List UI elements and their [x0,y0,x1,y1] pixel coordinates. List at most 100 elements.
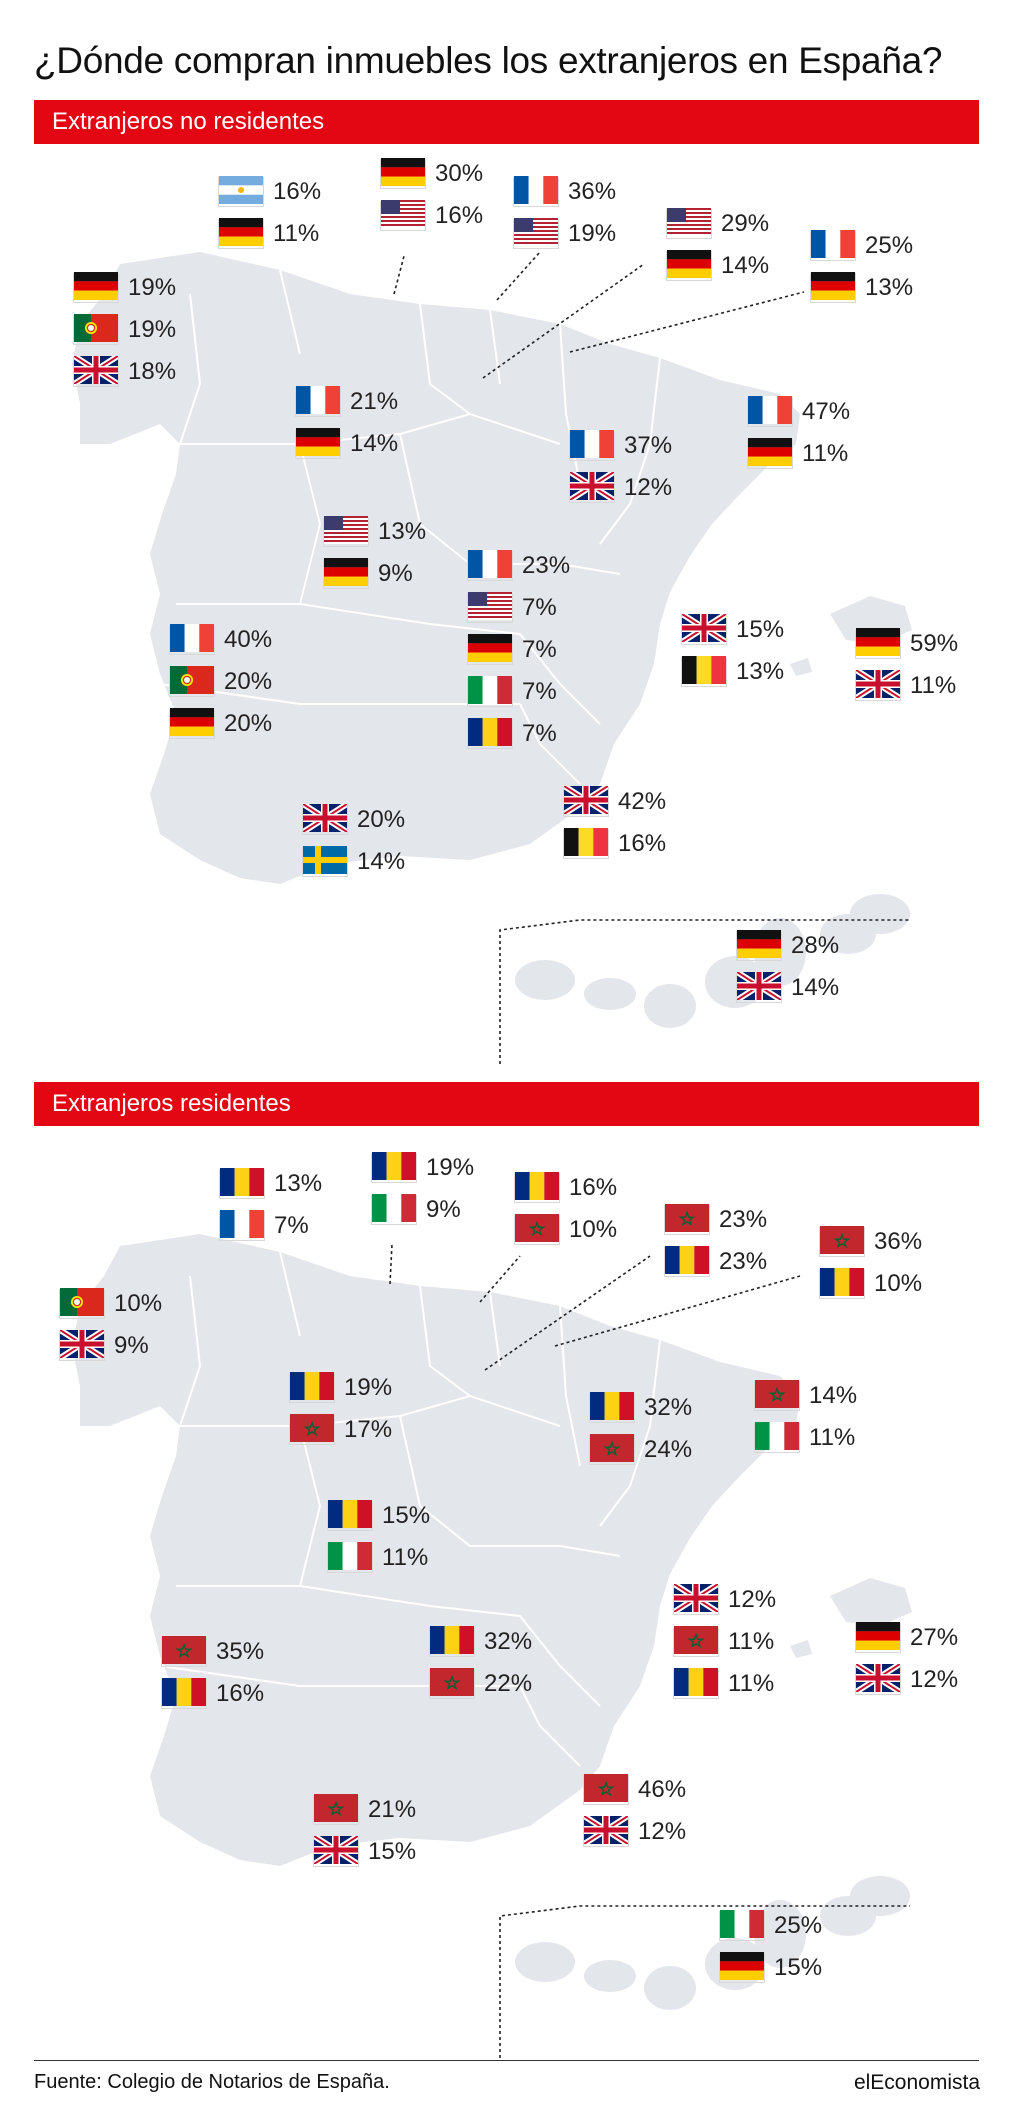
germany-flag-icon [748,438,792,468]
germany-flag-icon [219,218,263,248]
percentage-label: 19% [128,316,177,343]
region-entry: 25% [811,230,913,262]
region-entry: 15% [314,1836,416,1868]
percentage-label: 30% [435,160,484,187]
region-entry: 15% [720,1952,822,1984]
romania-flag-icon [328,1500,372,1530]
spain-mainland-shape [72,252,800,884]
map-residentes: 13% 7% 19% 9% 16% 10% 23% 23% 36% 10% 10% 9% 19% 17% 3… [0,1126,1014,2086]
percentage-label: 37% [624,432,673,459]
leader-line [569,291,805,353]
canary-island-shape [644,1966,696,2010]
portugal-flag-icon [60,1288,104,1318]
usa-flag-icon [667,208,711,238]
romania-flag-icon [665,1246,709,1276]
italy-flag-icon [720,1910,764,1940]
region-entry: 7% [468,592,557,624]
region-entry: 25% [720,1910,822,1942]
percentage-label: 16% [618,830,667,857]
uk-flag-icon [303,804,347,834]
usa-flag-icon [381,200,425,230]
region-border [279,269,301,355]
region-entry: 16% [564,828,666,860]
germany-flag-icon [74,272,118,302]
percentage-label: 11% [273,220,320,247]
region-entry: 11% [328,1542,428,1574]
percentage-label: 9% [378,560,413,587]
region-entry: 12% [584,1816,686,1848]
percentage-label: 13% [378,518,427,545]
region-border [176,1585,601,1707]
region-entry: 14% [296,428,398,460]
uk-flag-icon [74,356,118,386]
germany-flag-icon [381,158,425,188]
region-border [299,443,322,605]
morocco-flag-icon [590,1434,634,1464]
percentage-label: 7% [522,636,557,663]
percentage-label: 14% [791,974,840,1001]
region-entry: 16% [162,1678,264,1710]
percentage-label: 18% [128,358,177,385]
region-entry: 16% [381,200,483,232]
percentage-label: 46% [638,1776,687,1803]
romania-flag-icon [820,1268,864,1298]
page-title: ¿Dónde compran inmuebles los extranjeros… [34,40,943,81]
italy-flag-icon [372,1194,416,1224]
percentage-label: 9% [426,1196,461,1223]
usa-flag-icon [514,218,558,248]
region-entry: 9% [60,1330,149,1362]
region-entry: 7% [468,634,557,666]
region-entry: 14% [737,972,839,1004]
region-entry: 7% [220,1210,309,1242]
percentage-label: 36% [568,178,617,205]
region-entry: 36% [514,176,616,208]
sweden-flag-icon [303,846,347,876]
percentage-label: 59% [910,630,959,657]
percentage-label: 11% [802,440,849,467]
region-entry: 13% [811,272,913,304]
percentage-label: 23% [719,1206,768,1233]
region-entry: 9% [372,1194,461,1226]
brand-logo: elEconomista [853,2071,980,2094]
percentage-label: 25% [774,1912,823,1939]
percentage-label: 40% [224,626,273,653]
canary-island-shape [850,894,910,934]
region-entry: 32% [430,1626,532,1658]
region-border [179,293,202,445]
portugal-flag-icon [170,666,214,696]
region-entry: 42% [564,786,666,818]
percentage-label: 10% [114,1290,163,1317]
region-entry: 47% [748,396,850,428]
region-border [279,1251,301,1337]
percentage-label: 23% [522,552,571,579]
source-note: Fuente: Colegio de Notarios de España. [34,2071,390,2093]
section-heading-residentes: Extranjeros residentes [34,1082,979,1126]
percentage-label: 11% [382,1544,429,1571]
region-entry: 7% [468,676,557,708]
region-entry: 13% [682,656,784,688]
percentage-label: 36% [874,1228,923,1255]
region-entry: 23% [665,1204,767,1236]
region-entry: 18% [74,356,176,388]
percentage-label: 19% [426,1154,475,1181]
region-border [419,1285,471,1397]
morocco-flag-icon [162,1636,206,1666]
balearic-islands-shape [790,1640,812,1658]
france-flag-icon [570,430,614,460]
percentage-label: 16% [569,1174,618,1201]
france-flag-icon [811,230,855,260]
romania-flag-icon [590,1392,634,1422]
leader-line [393,255,405,295]
germany-flag-icon [811,272,855,302]
percentage-label: 11% [728,1670,775,1697]
region-entry: 59% [856,628,958,660]
percentage-label: 42% [618,788,667,815]
percentage-label: 35% [216,1638,265,1665]
region-entry: 19% [514,218,616,250]
germany-flag-icon [170,708,214,738]
region-entry: 16% [219,176,321,208]
romania-flag-icon [290,1372,334,1402]
morocco-flag-icon [314,1794,358,1824]
percentage-label: 12% [728,1586,777,1613]
canary-island-shape [515,1942,575,1982]
